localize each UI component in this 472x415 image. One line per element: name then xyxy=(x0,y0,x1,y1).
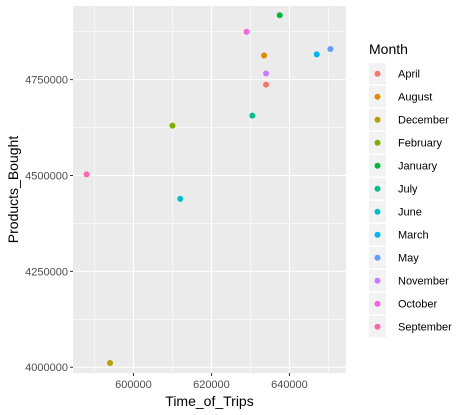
legend-title: Month xyxy=(369,41,408,57)
legend-label-december: December xyxy=(398,115,449,127)
data-point-april xyxy=(263,81,270,88)
legend-label-october: October xyxy=(398,299,437,311)
legend-swatch-february xyxy=(374,139,381,146)
legend-swatch-march xyxy=(374,231,381,238)
legend-swatch-august xyxy=(374,93,381,100)
x-axis: 600000 620000 640000 xyxy=(115,373,308,391)
minor-gridlines xyxy=(73,6,346,373)
data-point-september xyxy=(83,171,90,178)
legend-label-may: May xyxy=(398,253,419,265)
plot-panel xyxy=(73,6,346,373)
data-point-february xyxy=(169,122,176,129)
y-tick-label: 4750000 xyxy=(25,75,68,87)
y-tick-label: 4500000 xyxy=(25,171,68,183)
data-points xyxy=(83,12,334,367)
y-axis: 4000000 4250000 4500000 4750000 xyxy=(25,75,73,374)
legend: Month April August December February January… xyxy=(369,41,452,338)
legend-label-september: September xyxy=(398,322,452,334)
legend-swatch-november xyxy=(374,277,381,284)
x-tick-label: 640000 xyxy=(271,379,308,391)
legend-label-january: January xyxy=(398,161,438,173)
y-tick-label: 4250000 xyxy=(25,266,68,278)
legend-label-november: November xyxy=(398,276,449,288)
legend-swatch-july xyxy=(374,185,381,192)
data-point-may xyxy=(327,45,334,52)
y-axis-title: Products_Bought xyxy=(5,136,21,244)
major-gridlines xyxy=(73,6,346,373)
data-point-august xyxy=(261,52,268,59)
legend-swatch-april xyxy=(374,70,381,77)
legend-label-august: August xyxy=(398,92,432,104)
x-axis-title: Time_of_Trips xyxy=(165,393,253,409)
legend-swatch-may xyxy=(374,254,381,261)
legend-swatch-january xyxy=(374,162,381,169)
legend-label-february: February xyxy=(398,138,443,150)
legend-swatch-october xyxy=(374,300,381,307)
data-point-october xyxy=(243,28,250,35)
legend-swatch-september xyxy=(374,323,381,330)
legend-label-april: April xyxy=(398,69,420,81)
legend-swatch-december xyxy=(374,116,381,123)
data-point-november xyxy=(263,70,270,77)
data-point-june xyxy=(177,195,184,202)
data-point-january xyxy=(276,12,283,19)
legend-label-july: July xyxy=(398,184,418,196)
data-point-december xyxy=(107,360,114,367)
legend-swatch-june xyxy=(374,208,381,215)
data-point-march xyxy=(313,51,320,58)
y-tick-label: 4000000 xyxy=(25,362,68,374)
data-point-july xyxy=(249,112,256,119)
legend-label-march: March xyxy=(398,230,429,242)
x-tick-label: 620000 xyxy=(193,379,230,391)
legend-label-june: June xyxy=(398,207,422,219)
x-tick-label: 600000 xyxy=(115,379,152,391)
